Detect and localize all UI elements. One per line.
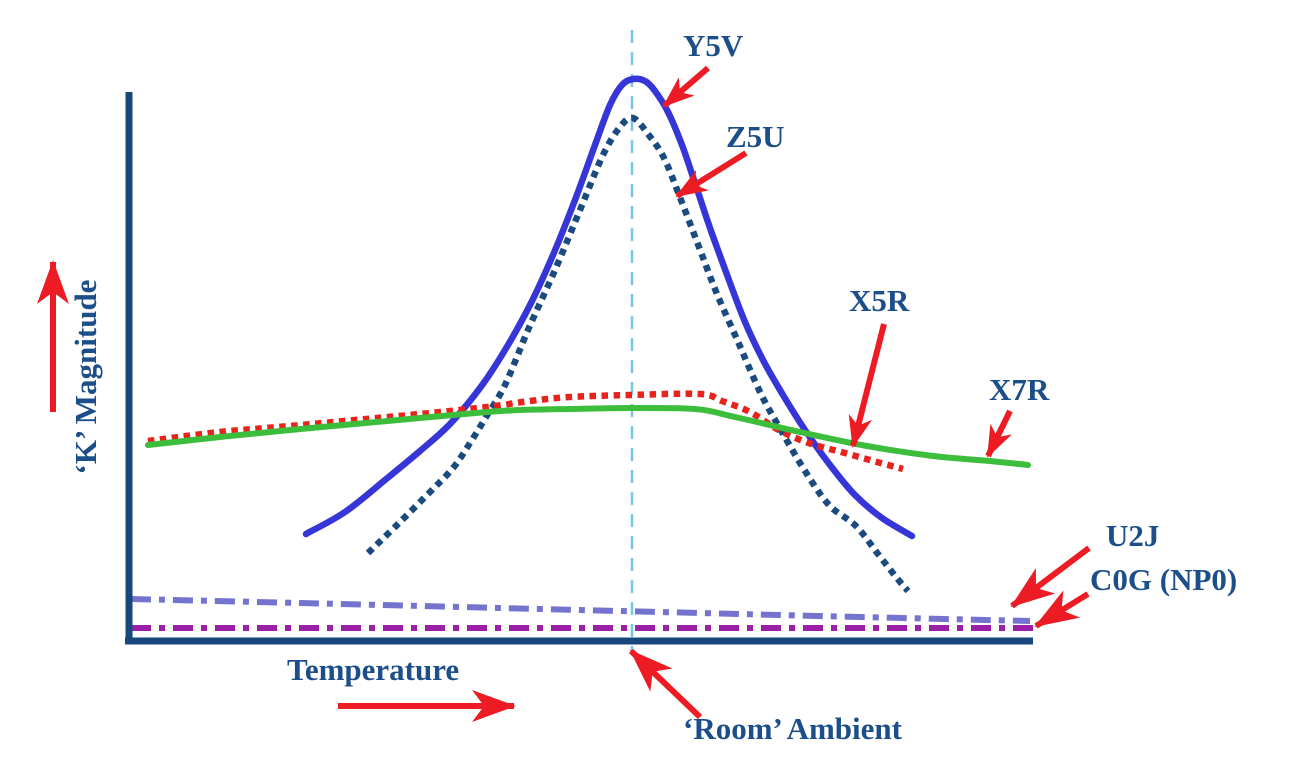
series-label-y5v: Y5V (683, 28, 744, 63)
x-axis-title: Temperature (287, 652, 460, 687)
series-label-z5u: Z5U (726, 119, 785, 154)
series-label-x7r: X7R (989, 372, 1050, 407)
room-ambient-arrow (628, 648, 703, 720)
series-line-x7r (145, 404, 1031, 468)
y-axis-title: ‘K’ Magnitude (67, 279, 103, 475)
series-line-x5r (147, 390, 904, 473)
series-curves (130, 75, 1033, 631)
x7r-arrow (985, 409, 1013, 458)
z5u-arrow (675, 150, 748, 199)
u2j-arrow (1010, 545, 1091, 609)
series-label-c0g: C0G (NP0) (1090, 562, 1238, 597)
room-ambient-label: ‘Room’ Ambient (683, 711, 902, 746)
series-line-y5v (302, 75, 916, 540)
c0g-arrow (1034, 590, 1090, 629)
series-line-u2j (130, 596, 1031, 624)
series-label-u2j: U2J (1106, 518, 1160, 553)
series-line-z5u (365, 114, 911, 594)
annotation-arrows (37, 65, 1091, 722)
series-label-x5r: X5R (849, 283, 910, 318)
y5v-arrow (662, 65, 710, 109)
x5r-arrow (848, 323, 887, 448)
